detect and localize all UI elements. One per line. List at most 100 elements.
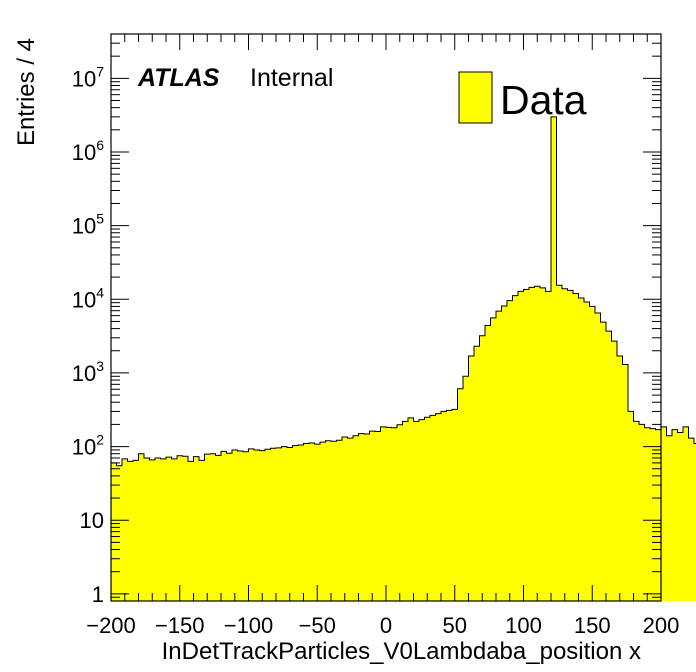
- histogram-bin: [600, 322, 607, 601]
- histogram-bin: [595, 313, 601, 601]
- histogram-bin: [584, 301, 590, 601]
- histogram-bin: [116, 465, 123, 601]
- histogram-bin: [512, 295, 519, 601]
- x-tick-label: −50: [299, 613, 336, 638]
- histogram-bin: [391, 427, 398, 601]
- histogram-bin: [402, 421, 409, 601]
- legend-label: Data: [500, 77, 587, 123]
- histogram-bin: [210, 453, 216, 601]
- histogram-bin: [479, 335, 486, 601]
- histogram-bin: [221, 451, 227, 601]
- histogram-bin: [435, 413, 442, 601]
- y-tick-label: 102: [72, 432, 104, 460]
- y-tick-label: 106: [72, 137, 104, 165]
- histogram-bin: [573, 293, 579, 601]
- histogram-bin: [177, 455, 183, 601]
- histogram-bin: [138, 453, 145, 601]
- histogram-bin: [419, 419, 425, 601]
- histogram-bin: [254, 449, 260, 601]
- histogram-bin: [232, 449, 238, 601]
- histogram-bin: [144, 457, 150, 601]
- y-tick-label: 105: [72, 211, 104, 239]
- y-tick-label: 107: [72, 63, 104, 91]
- histogram-bin: [309, 442, 315, 601]
- histogram-bin: [270, 448, 277, 601]
- histogram-bin: [606, 331, 612, 601]
- histogram-bin: [160, 458, 167, 601]
- histogram-bin: [644, 427, 651, 601]
- histogram-bin: [259, 450, 266, 601]
- histogram-bin: [441, 411, 447, 601]
- histogram-bin: [122, 458, 128, 601]
- histogram-bin: [617, 355, 623, 601]
- histogram-bin: [518, 291, 524, 601]
- histogram-bin: [611, 341, 618, 601]
- x-tick-label: 50: [443, 613, 467, 638]
- histogram-bin: [468, 355, 475, 601]
- histogram-bin: [661, 426, 667, 601]
- histogram-bin: [298, 445, 304, 601]
- histogram-bin: [149, 459, 156, 601]
- histogram-bin: [369, 431, 376, 601]
- histogram-bin: [292, 445, 299, 601]
- histogram-bin: [688, 438, 695, 601]
- histogram-bin: [375, 431, 381, 601]
- x-tick-label: 200: [643, 613, 680, 638]
- histogram-bin: [457, 388, 464, 601]
- histogram-bin: [639, 424, 645, 601]
- histogram-bin: [276, 447, 282, 601]
- histogram-bin: [287, 447, 293, 601]
- x-tick-labels: −200 −150 −100 −50 0 50 100 150 200: [86, 613, 679, 638]
- plot-frame: [110, 33, 662, 602]
- histogram-bin: [463, 376, 469, 601]
- histogram-bin: [628, 411, 634, 601]
- histogram-bin: [523, 289, 530, 601]
- histogram-bin: [281, 446, 288, 601]
- x-tick-label: −200: [86, 613, 136, 638]
- y-tick-labels: 1 10 102 103 104 105 106 107: [72, 63, 104, 607]
- histogram-bin: [237, 451, 244, 601]
- histogram-bin: [347, 438, 354, 601]
- x-tick-label: 100: [505, 613, 542, 638]
- histogram-bin: [589, 306, 596, 601]
- histogram-bin: [171, 458, 178, 601]
- y-tick-label: 104: [72, 284, 104, 312]
- histogram-bin: [496, 311, 502, 601]
- histogram-bin: [342, 436, 348, 601]
- internal-label: Internal: [250, 64, 333, 92]
- histogram-bin: [248, 448, 255, 601]
- histogram-bin: [666, 435, 673, 601]
- histogram-bin: [633, 421, 640, 601]
- histogram-bars: [111, 116, 696, 601]
- histogram-bin: [353, 435, 359, 601]
- histogram-bin: [314, 444, 321, 601]
- histogram-bin: [243, 451, 249, 601]
- histogram-bin: [562, 288, 568, 601]
- histogram-bin: [501, 306, 508, 601]
- histogram-bin: [188, 461, 194, 601]
- histogram-bin: [133, 460, 139, 601]
- histogram-bin: [204, 454, 211, 601]
- histogram-bin: [155, 457, 161, 601]
- histogram-bin: [182, 456, 189, 601]
- histogram-bin: [413, 421, 420, 601]
- histogram-bin: [655, 429, 662, 601]
- histogram-bin: [303, 443, 310, 601]
- histogram-bin: [226, 453, 233, 601]
- histogram-bin: [507, 300, 513, 601]
- histogram-bin: [265, 449, 271, 601]
- histogram-bin: [622, 364, 629, 601]
- histogram-bin: [540, 287, 546, 601]
- y-tick-label: 103: [72, 358, 104, 386]
- histogram-bin: [199, 460, 205, 601]
- histogram-bin: [325, 440, 332, 601]
- histogram-bin: [683, 426, 689, 601]
- histogram-bin: [567, 290, 574, 601]
- legend-swatch: [458, 71, 493, 124]
- histogram-bin: [424, 417, 431, 601]
- histogram-bin: [364, 434, 370, 601]
- atlas-label: ATLAS: [137, 64, 220, 92]
- x-axis-title: InDetTrackParticles_V0Lambdaba_position …: [162, 638, 641, 665]
- histogram-bin: [650, 428, 656, 601]
